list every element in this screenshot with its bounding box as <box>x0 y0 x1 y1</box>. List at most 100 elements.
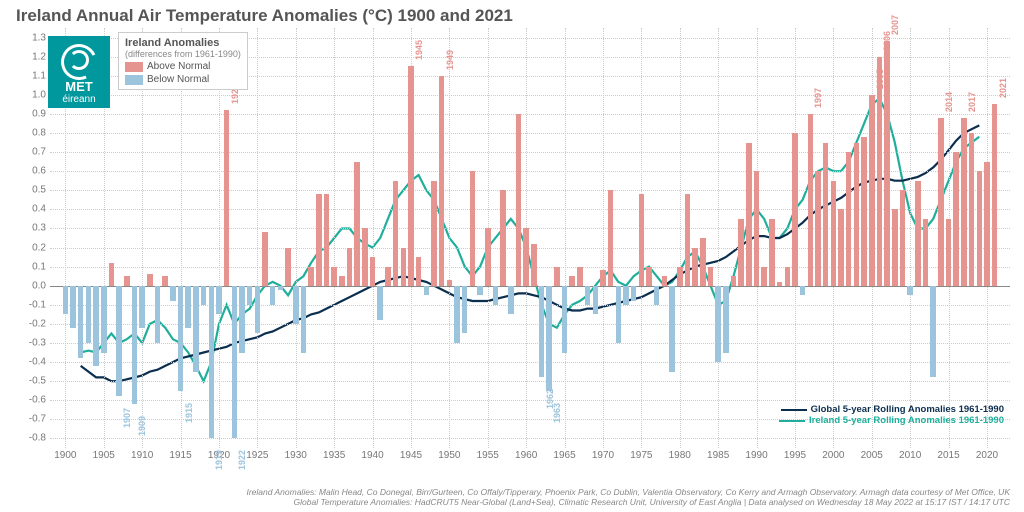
y-tick-label: 0.8 <box>32 128 50 139</box>
bar <box>477 286 483 296</box>
bar <box>270 286 276 305</box>
bar <box>562 286 568 353</box>
annotation-below: 1915 <box>184 403 194 423</box>
y-tick-label: 0.7 <box>32 147 50 158</box>
bar <box>370 257 376 286</box>
legend-swatch-above <box>125 62 143 72</box>
y-tick-label: -0.5 <box>29 376 50 387</box>
ireland-line <box>81 99 980 382</box>
x-tick-label: 1925 <box>246 448 268 461</box>
bar <box>216 286 222 315</box>
bar <box>907 286 913 296</box>
gridline-v <box>680 28 681 448</box>
bar <box>946 219 952 286</box>
bar <box>861 137 867 286</box>
bar <box>838 209 844 285</box>
bar <box>516 114 522 286</box>
bar <box>608 190 614 285</box>
bar <box>677 267 683 286</box>
bar <box>639 194 645 286</box>
y-tick-label: -0.7 <box>29 414 50 425</box>
bar <box>646 267 652 286</box>
y-tick-label: -0.3 <box>29 338 50 349</box>
gridline-h <box>50 114 1010 115</box>
chart-root: Ireland Annual Air Temperature Anomalies… <box>0 0 1024 512</box>
line-label-ireland: Ireland 5-year Rolling Anomalies 1961-19… <box>809 415 1004 426</box>
credits-line-1: Ireland Anomalies: Malin Head, Co Donega… <box>50 487 1010 498</box>
gridline-h <box>50 438 1010 439</box>
bar <box>500 190 506 285</box>
bar <box>854 143 860 286</box>
bar <box>738 219 744 286</box>
bar <box>708 267 714 286</box>
bar <box>600 270 606 285</box>
annotation-below: 1963 <box>552 403 562 423</box>
bar <box>239 286 245 353</box>
x-tick-label: 1915 <box>169 448 191 461</box>
bar <box>462 286 468 334</box>
bar <box>846 152 852 286</box>
x-tick-label: 1965 <box>553 448 575 461</box>
bar <box>201 286 207 305</box>
legend-title: Ireland Anomalies <box>125 37 241 49</box>
x-tick-label: 1995 <box>784 448 806 461</box>
gridline-h <box>50 95 1010 96</box>
bar <box>623 286 629 305</box>
bar <box>569 276 575 286</box>
annotation-above: 2014 <box>944 92 954 112</box>
annotation-below: 1922 <box>237 450 247 470</box>
bar <box>178 286 184 391</box>
bar <box>577 267 583 286</box>
bar <box>308 267 314 286</box>
bar <box>170 286 176 301</box>
bar <box>669 286 675 372</box>
gridline-v <box>565 28 566 448</box>
y-tick-label: 0.9 <box>32 108 50 119</box>
y-tick-label: 0.3 <box>32 223 50 234</box>
bar <box>193 286 199 372</box>
bar <box>961 118 967 286</box>
bar <box>869 95 875 286</box>
bar <box>769 219 775 286</box>
annotation-below: 1907 <box>122 408 132 428</box>
x-tick-label: 1905 <box>93 448 115 461</box>
bar <box>401 248 407 286</box>
y-tick-label: -0.2 <box>29 318 50 329</box>
bar <box>232 286 238 439</box>
bar <box>385 267 391 286</box>
bar <box>316 194 322 286</box>
x-tick-label: 1935 <box>323 448 345 461</box>
x-tick-label: 1990 <box>745 448 767 461</box>
credits-line-2: Global Temperature Anomalies: HadCRUT5 N… <box>50 497 1010 508</box>
bar <box>654 286 660 305</box>
bar <box>255 286 261 334</box>
gridline-v <box>296 28 297 448</box>
legend-swatch-below <box>125 75 143 85</box>
legend-label-below: Below Normal <box>147 74 209 85</box>
y-tick-label: 0.5 <box>32 185 50 196</box>
x-tick-label: 1960 <box>515 448 537 461</box>
bar <box>339 276 345 286</box>
bar <box>531 244 537 286</box>
bar <box>139 286 145 328</box>
gridline-v <box>718 28 719 448</box>
gridline-h <box>50 400 1010 401</box>
bar <box>424 286 430 296</box>
x-tick-label: 2005 <box>861 448 883 461</box>
bar <box>101 286 107 353</box>
bar <box>70 286 76 328</box>
line-legend-row: Global 5-year Rolling Anomalies 1961-199… <box>779 404 1004 415</box>
x-tick-label: 2020 <box>976 448 998 461</box>
x-tick-label: 1900 <box>54 448 76 461</box>
line-legend-row: Ireland 5-year Rolling Anomalies 1961-19… <box>779 415 1004 426</box>
annotation-above: 1997 <box>813 88 823 108</box>
bar <box>815 171 821 286</box>
x-tick-label: 1940 <box>361 448 383 461</box>
gridline-v <box>910 28 911 448</box>
logo-swirl-inner-icon <box>69 50 89 70</box>
y-tick-label: -0.6 <box>29 395 50 406</box>
bar <box>278 286 284 290</box>
bar <box>377 286 383 320</box>
bar <box>662 276 668 286</box>
bar <box>393 181 399 286</box>
